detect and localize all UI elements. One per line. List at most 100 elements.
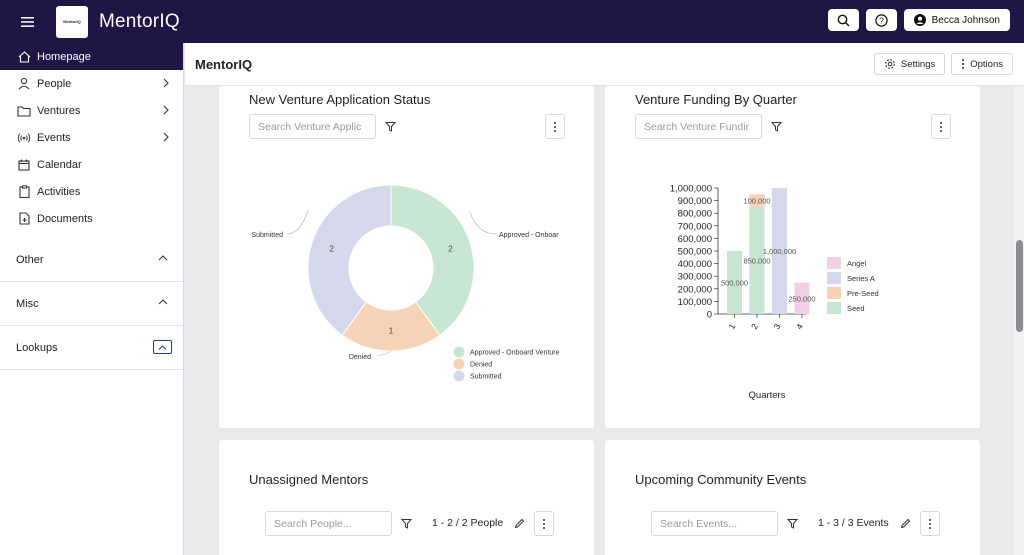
unassigned-mentors-card: Unassigned Mentors Search People... 1 - … xyxy=(219,440,594,555)
x-tick-label: 3 xyxy=(771,322,782,331)
sidebar-section-lookups[interactable]: Lookups xyxy=(0,326,183,370)
leader-line xyxy=(469,212,497,235)
settings-label: Settings xyxy=(900,58,936,70)
y-tick-label: 700,000 xyxy=(678,221,712,232)
more-options-button[interactable] xyxy=(920,511,940,536)
content-header: MentorIQ Settings Options xyxy=(185,43,1024,86)
filter-button[interactable] xyxy=(766,114,786,139)
search-input[interactable]: Search Venture Fundir xyxy=(635,114,762,139)
x-tick-label: 4 xyxy=(794,322,805,331)
calendar-icon xyxy=(17,158,31,172)
kebab-icon xyxy=(554,121,556,132)
scrollbar-thumb[interactable] xyxy=(1016,240,1023,332)
bar-data-label: 1,000,000 xyxy=(763,247,796,256)
sidebar-section-misc[interactable]: Misc xyxy=(0,282,183,326)
sidebar-section-other[interactable]: Other xyxy=(0,238,183,282)
sidebar-item-homepage[interactable]: Homepage xyxy=(0,43,183,70)
clipboard-icon xyxy=(17,185,31,199)
user-menu-button[interactable]: Becca Johnson xyxy=(903,9,1010,31)
sidebar-item-activities[interactable]: Activities xyxy=(0,178,183,205)
menu-button[interactable] xyxy=(0,0,54,43)
legend-label: Submitted xyxy=(470,374,502,381)
filter-button[interactable] xyxy=(782,511,802,536)
filter-button[interactable] xyxy=(380,114,400,139)
bar-data-label: 500,000 xyxy=(721,279,748,288)
more-options-button[interactable] xyxy=(545,114,565,139)
upcoming-events-card: Upcoming Community Events Search Events.… xyxy=(605,440,980,555)
y-tick-label: 1,000,000 xyxy=(670,184,712,195)
sidebar-item-events[interactable]: Events xyxy=(0,124,183,151)
document-icon xyxy=(17,212,31,226)
broadcast-icon xyxy=(17,131,31,145)
legend-swatch xyxy=(827,302,841,314)
application-status-card: New Venture Application Status Search Ve… xyxy=(219,86,594,428)
section-label: Misc xyxy=(16,297,39,310)
card-title: Unassigned Mentors xyxy=(249,472,369,487)
bar xyxy=(772,188,787,314)
sidebar-item-label: People xyxy=(37,77,72,90)
search-input[interactable]: Search Events... xyxy=(651,511,778,536)
leader-line xyxy=(376,350,392,357)
donut-slice xyxy=(307,184,392,336)
bar xyxy=(749,206,765,314)
more-options-button[interactable] xyxy=(931,114,951,139)
section-label: Lookups xyxy=(16,341,58,354)
more-options-button[interactable] xyxy=(534,511,554,536)
edit-button[interactable] xyxy=(509,511,529,536)
logo-text: MentorIQ xyxy=(63,19,81,24)
lookups-toggle[interactable] xyxy=(153,340,172,354)
filter-icon xyxy=(786,519,798,529)
options-label: Options xyxy=(970,58,1003,70)
record-count: 1 - 3 / 3 Events xyxy=(818,517,889,529)
person-icon xyxy=(17,77,31,91)
home-icon xyxy=(17,50,31,64)
folder-icon xyxy=(17,104,31,118)
sidebar-item-label: Events xyxy=(37,131,71,144)
slice-label: Submitted xyxy=(251,232,283,239)
y-tick-label: 100,000 xyxy=(678,297,712,308)
user-avatar-icon xyxy=(913,14,926,26)
app-title: MentorIQ xyxy=(99,10,180,32)
sidebar-item-people[interactable]: People xyxy=(0,70,183,97)
help-icon: ? xyxy=(874,13,888,27)
bar xyxy=(727,251,742,314)
legend-swatch xyxy=(453,370,465,382)
chevron-right-icon xyxy=(163,105,169,115)
chevron-up-icon xyxy=(158,255,168,261)
y-tick-label: 0 xyxy=(707,310,712,321)
settings-button[interactable]: Settings xyxy=(873,53,946,75)
options-button[interactable]: Options xyxy=(951,53,1013,75)
app-logo[interactable]: MentorIQ xyxy=(56,5,88,38)
kebab-icon xyxy=(543,518,545,529)
chevron-right-icon xyxy=(163,132,169,142)
section-label: Other xyxy=(16,253,44,266)
search-button[interactable] xyxy=(827,9,859,31)
help-button[interactable]: ? xyxy=(865,9,897,31)
sidebar-item-ventures[interactable]: Ventures xyxy=(0,97,183,124)
x-tick-label: 2 xyxy=(749,322,760,331)
slice-label: Approved - Onboar xyxy=(499,232,559,239)
sidebar-item-label: Activities xyxy=(37,185,81,198)
kebab-icon xyxy=(940,121,942,132)
chevron-right-icon xyxy=(163,78,169,88)
bar-data-label: 850,000 xyxy=(743,256,770,265)
y-tick-label: 800,000 xyxy=(678,209,712,220)
chevron-up-icon xyxy=(158,299,168,305)
page-title: MentorIQ xyxy=(195,56,253,72)
user-name: Becca Johnson xyxy=(931,14,1000,26)
pencil-icon xyxy=(514,518,524,529)
chevron-up-icon xyxy=(158,344,167,350)
legend-swatch xyxy=(827,272,841,284)
sidebar-item-calendar[interactable]: Calendar xyxy=(0,151,183,178)
search-input[interactable]: Search Venture Applic xyxy=(249,114,376,139)
y-tick-label: 300,000 xyxy=(678,272,712,283)
edit-button[interactable] xyxy=(895,511,915,536)
slice-value-label: 2 xyxy=(448,245,453,254)
bar-data-label: 250,000 xyxy=(788,294,815,303)
search-input[interactable]: Search People... xyxy=(265,511,392,536)
legend-label: Denied xyxy=(470,362,492,369)
slice-label: Denied xyxy=(349,354,371,361)
filter-button[interactable] xyxy=(396,511,416,536)
sidebar-item-label: Ventures xyxy=(37,104,81,117)
sidebar-item-documents[interactable]: Documents xyxy=(0,205,183,232)
